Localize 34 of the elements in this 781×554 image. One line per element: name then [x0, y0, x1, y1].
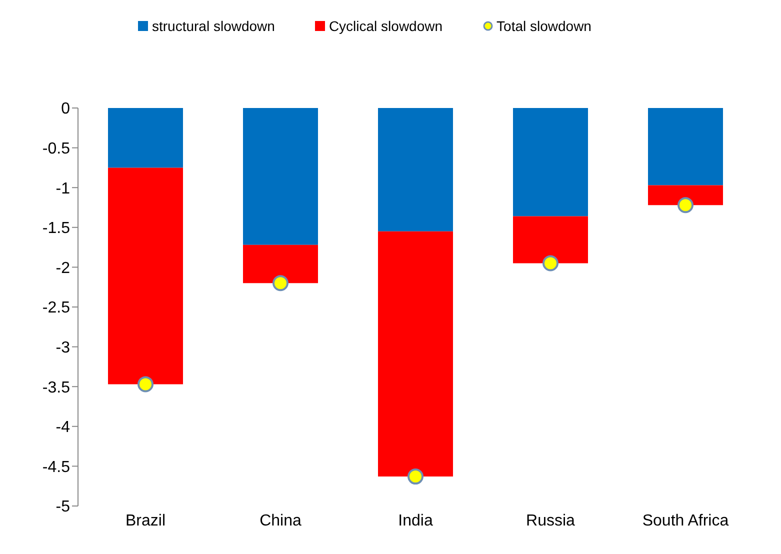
y-tick-label: -4	[56, 419, 70, 436]
x-tick-label: India	[398, 512, 433, 530]
point	[678, 197, 694, 214]
point	[272, 275, 288, 292]
y-tick-label: -1	[56, 180, 70, 198]
x-tick-label: China	[260, 512, 302, 530]
y-tick-label: -0.5	[42, 140, 70, 158]
point	[138, 376, 154, 392]
bar	[648, 108, 723, 186]
x-tick-label: Russia	[526, 512, 576, 530]
point	[408, 468, 424, 485]
bar	[108, 168, 183, 384]
bar	[378, 108, 453, 232]
point	[542, 255, 558, 272]
bar	[513, 108, 588, 216]
legend-label: Cyclical slowdown	[328, 18, 443, 34]
x-tick-label: South Africa	[642, 512, 729, 530]
y-tick-label: -2.5	[42, 300, 70, 317]
y-tick-label: -3.5	[42, 379, 70, 396]
bar	[243, 244, 318, 284]
bar	[378, 231, 453, 477]
y-tick-label: 0	[61, 100, 70, 118]
y-tick-label: -1.5	[42, 220, 70, 238]
x-tick-label: Brazil	[125, 512, 166, 530]
y-tick-label: -5	[56, 498, 70, 516]
bar	[648, 185, 723, 206]
legend-label: Total slowdown	[496, 18, 592, 34]
y-tick-label: -4.5	[42, 458, 70, 476]
y-tick-label: -2	[56, 260, 70, 277]
y-tick-label: -3	[56, 339, 70, 356]
legend-label: structural slowdown	[151, 18, 275, 34]
bar	[513, 216, 588, 264]
bar	[108, 108, 183, 168]
bar	[243, 108, 318, 245]
